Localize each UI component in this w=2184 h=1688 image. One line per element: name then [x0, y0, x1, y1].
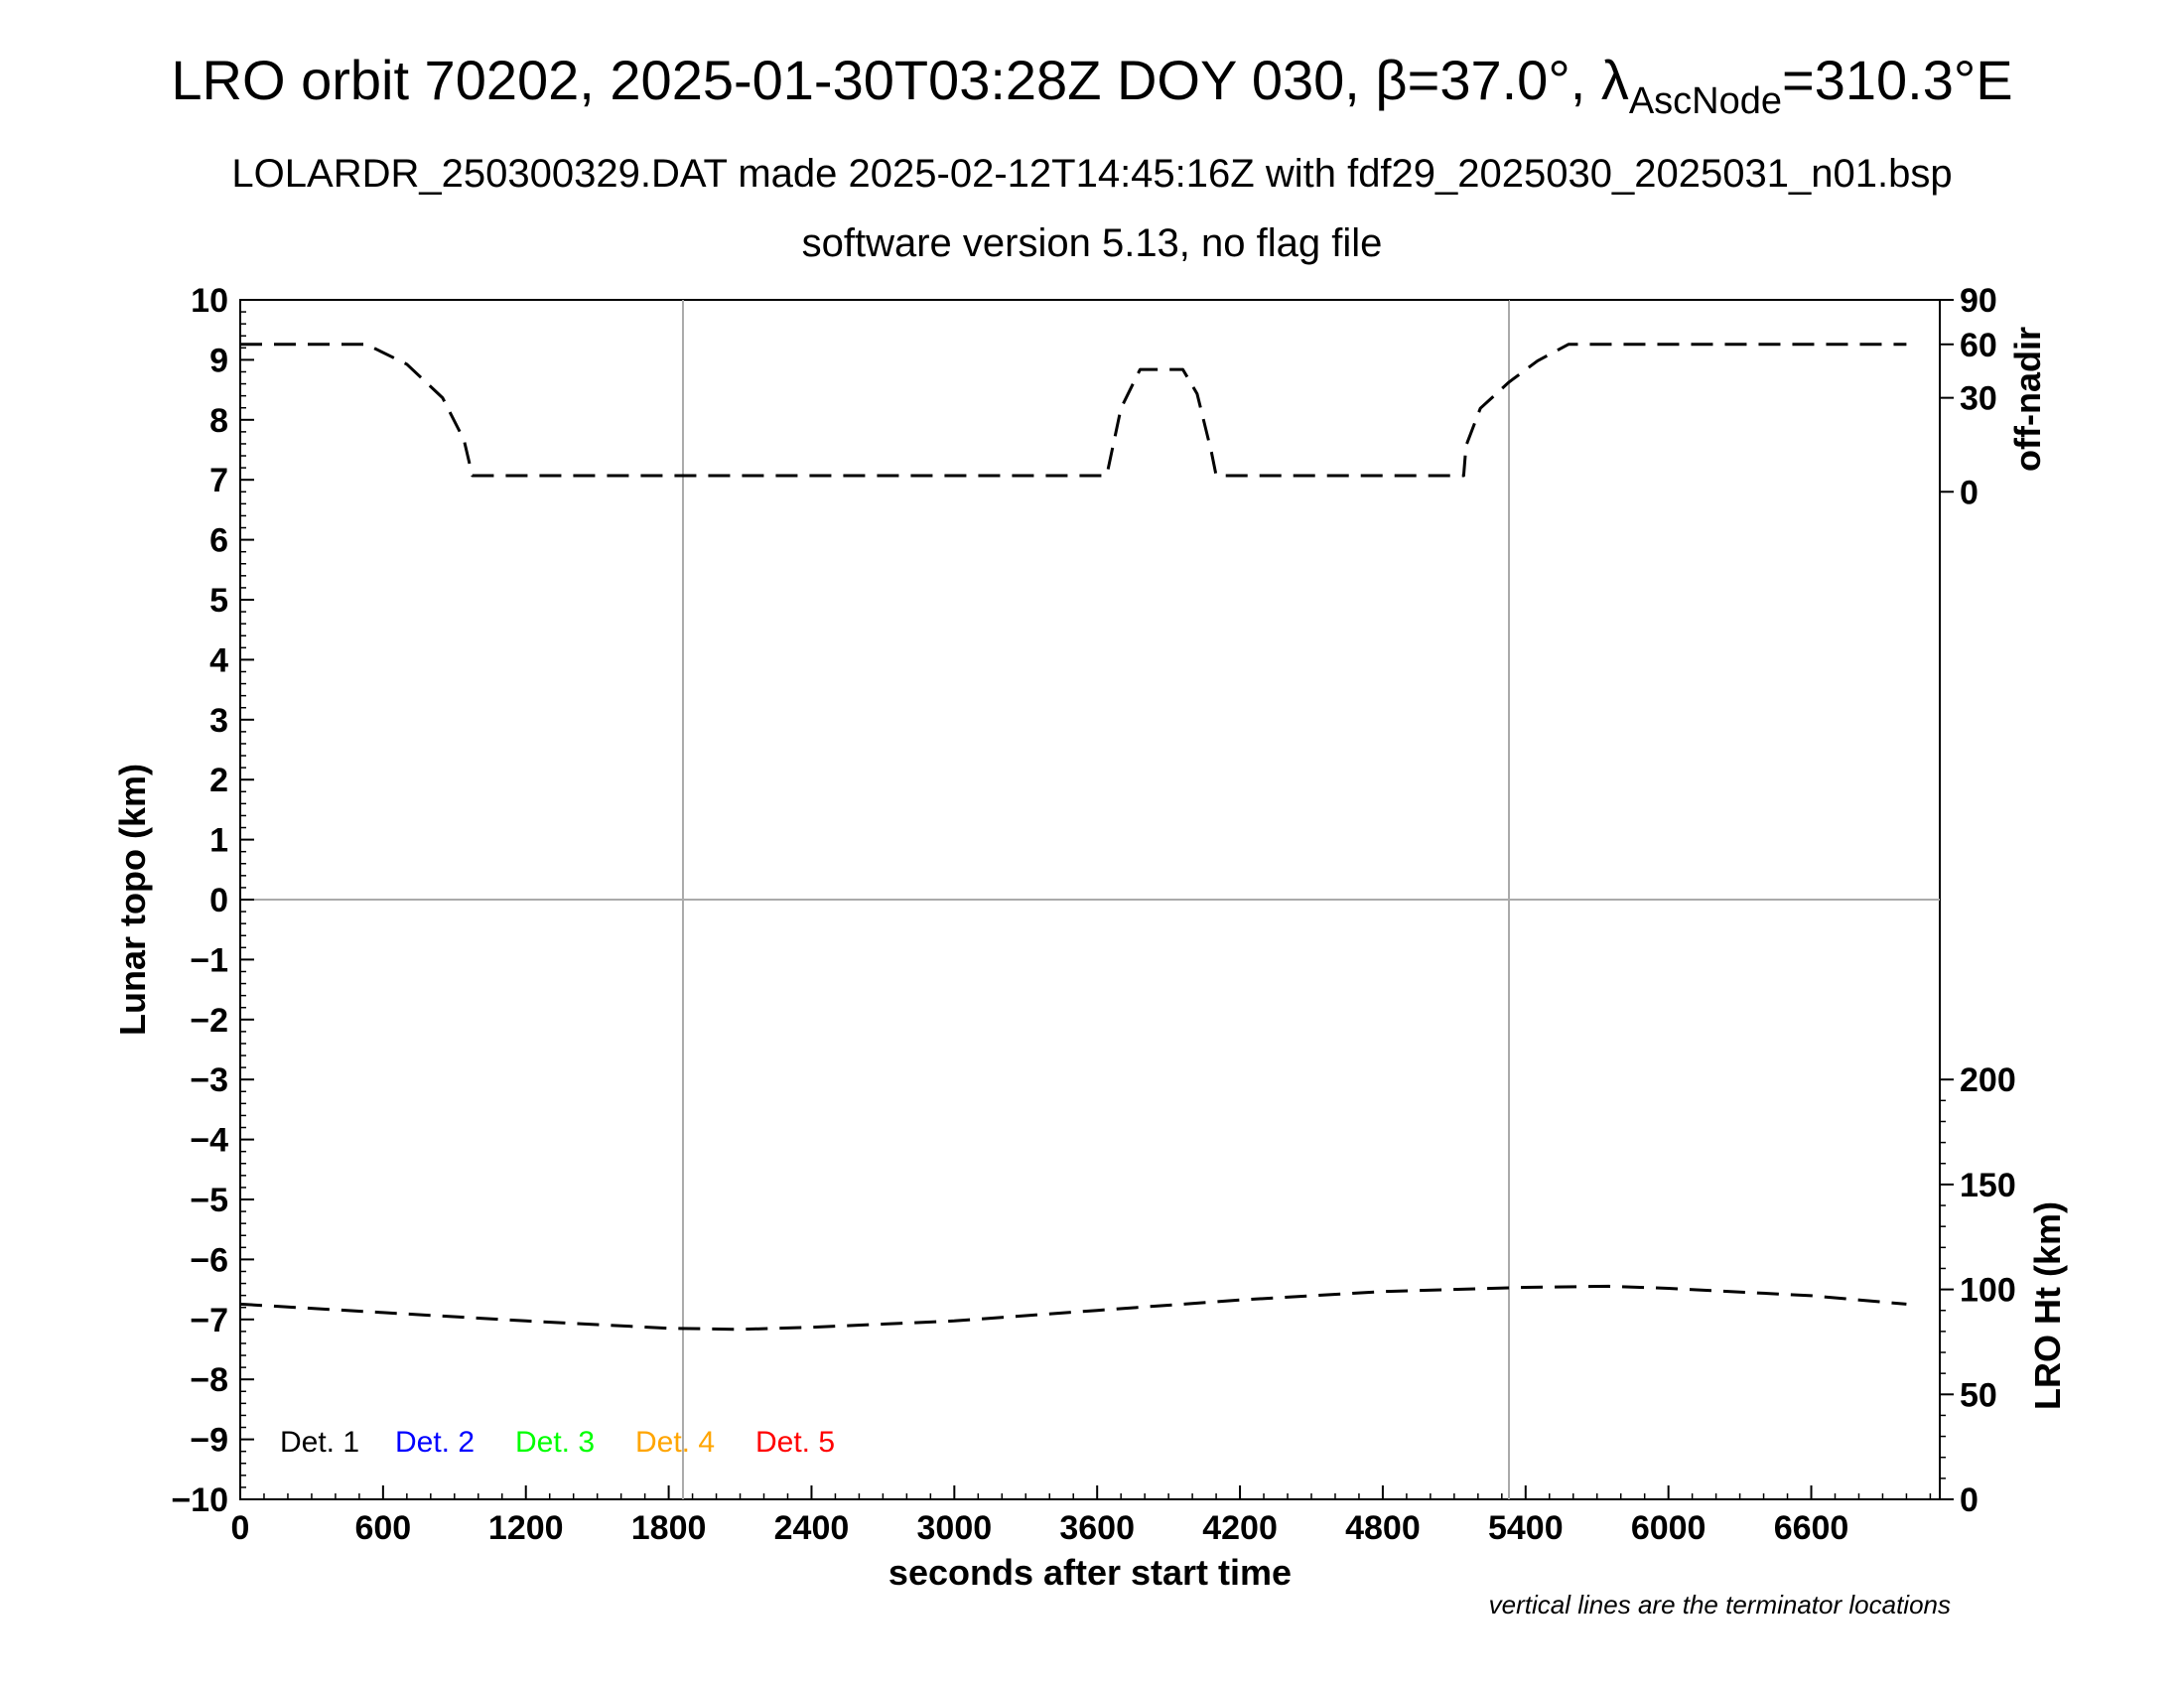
x-tick-label: 4800	[1345, 1509, 1421, 1547]
x-tick-label: 3600	[1059, 1509, 1135, 1547]
grid-lines	[240, 299, 1940, 1499]
y-tick-label: −4	[190, 1122, 228, 1160]
y-axis-label: Lunar topo (km)	[112, 764, 153, 1036]
chart-title-subscript: AscNode	[1629, 80, 1782, 122]
offnadir-series-line	[240, 343, 1907, 478]
footnote: vertical lines are the terminator locati…	[1489, 1590, 1951, 1619]
chart-subtitle: LOLARDR_250300329.DAT made 2025-02-12T14…	[231, 152, 1952, 196]
y-tick-label: −5	[190, 1182, 228, 1219]
y-tick-label: 2	[209, 762, 228, 799]
y-tick-label: −2	[190, 1002, 228, 1040]
offnadir-axis-label: off-nadir	[2007, 327, 2048, 472]
offnadir-tick-label: 0	[1960, 474, 1979, 511]
x-tick-label: 4200	[1202, 1509, 1278, 1547]
data-series	[239, 343, 1907, 1332]
chart-title: LRO orbit 70202, 2025-01-30T03:28Z DOY 0…	[171, 49, 2012, 122]
y-tick-label: 7	[209, 462, 228, 499]
y-tick-label: 3	[209, 702, 228, 740]
legend-det-1: Det. 1	[280, 1426, 359, 1459]
y-tick-label: −9	[190, 1422, 228, 1460]
x-tick-label: 600	[354, 1509, 411, 1547]
y-tick-label: 10	[191, 282, 228, 320]
y-tick-label: −8	[190, 1361, 228, 1399]
y-tick-label: 6	[209, 522, 228, 560]
y-tick-label: 1	[209, 822, 228, 860]
height-axis-label: LRO Ht (km)	[2027, 1201, 2068, 1410]
y-tick-label: −3	[190, 1061, 228, 1099]
height-tick-label: 200	[1960, 1061, 2016, 1099]
y-tick-label: −7	[190, 1302, 228, 1339]
tick-marks	[239, 299, 1954, 1500]
x-tick-label: 3000	[917, 1509, 993, 1547]
y-tick-label: 0	[209, 882, 228, 919]
height-tick-label: 50	[1960, 1376, 1997, 1414]
offnadir-tick-label: 90	[1960, 282, 1997, 320]
x-tick-label: 2400	[774, 1509, 850, 1547]
y-tick-label: 5	[209, 582, 228, 620]
legend: Det. 1 Det. 2 Det. 3 Det. 4 Det. 5	[280, 1426, 835, 1459]
x-tick-label: 6600	[1774, 1509, 1849, 1547]
legend-det-2: Det. 2	[395, 1426, 475, 1459]
height-tick-label: 100	[1960, 1272, 2016, 1310]
legend-det-5: Det. 5	[755, 1426, 835, 1459]
y-tick-label: 8	[209, 402, 228, 440]
offnadir-tick-label: 60	[1960, 327, 1997, 364]
legend-det-3: Det. 3	[515, 1426, 595, 1459]
x-tick-label: 1200	[488, 1509, 564, 1547]
y-tick-label: −10	[171, 1481, 228, 1519]
y-tick-label: −1	[190, 941, 228, 979]
x-tick-label: 0	[231, 1509, 250, 1547]
chart-subtitle-2: software version 5.13, no flag file	[802, 221, 1383, 265]
x-tick-label: 5400	[1488, 1509, 1564, 1547]
y-tick-label: 4	[209, 641, 228, 679]
height-tick-label: 0	[1960, 1481, 1979, 1519]
x-tick-label: 1800	[631, 1509, 707, 1547]
x-axis-label: seconds after start time	[888, 1552, 1292, 1593]
offnadir-tick-label: 30	[1960, 380, 1997, 418]
y-tick-label: −6	[190, 1241, 228, 1279]
legend-det-4: Det. 4	[635, 1426, 715, 1459]
y-tick-label: 9	[209, 342, 228, 379]
height-series-line	[239, 1284, 1907, 1332]
height-tick-label: 150	[1960, 1167, 2016, 1204]
x-tick-label: 6000	[1631, 1509, 1706, 1547]
